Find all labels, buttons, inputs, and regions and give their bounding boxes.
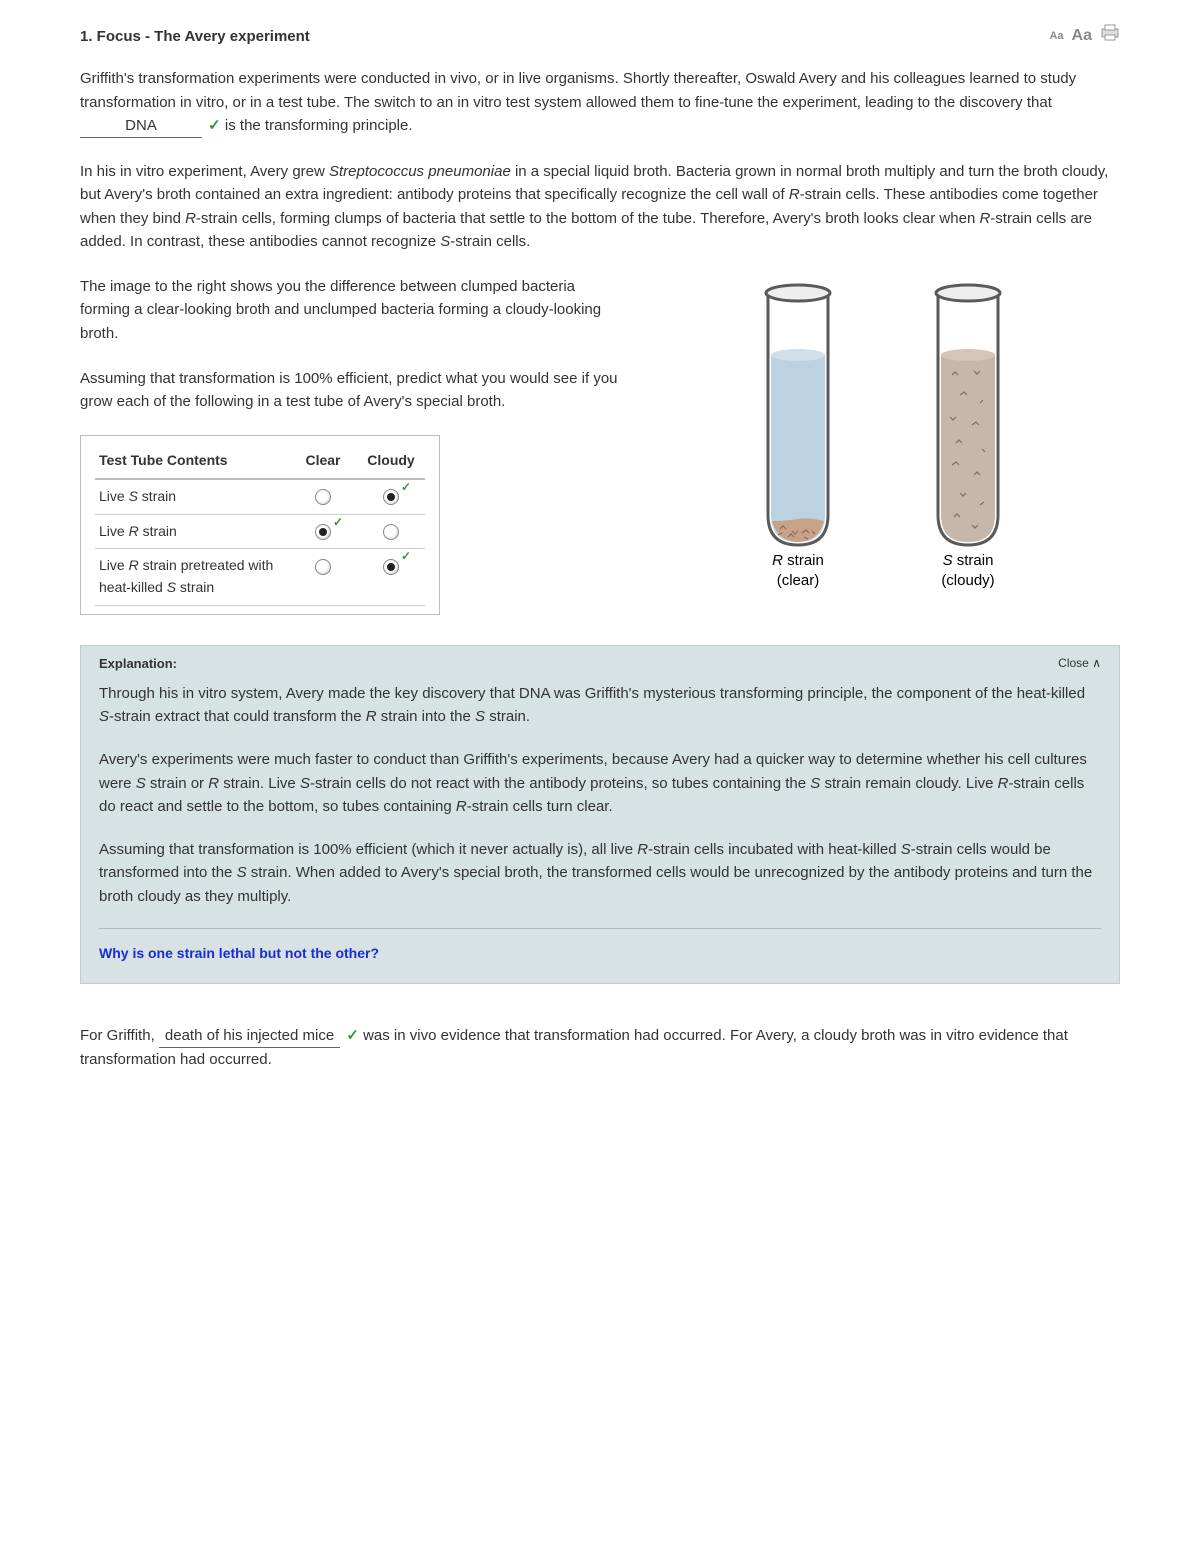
table-cell-label: Live R strain <box>95 514 289 549</box>
check-icon: ✓ <box>401 547 411 566</box>
radio-button[interactable] <box>315 559 331 575</box>
table-cell-radio: ✓ <box>357 479 425 514</box>
explanation-title: Explanation: <box>99 654 177 674</box>
explanation-panel: Explanation: Close ∧ Through his in vitr… <box>80 645 1120 984</box>
check-icon: ✓ <box>346 1024 359 1047</box>
radio-button[interactable] <box>315 489 331 505</box>
table-cell-radio <box>357 514 425 549</box>
explanation-p2: Avery's experiments were much faster to … <box>99 748 1101 818</box>
table-header-cloudy: Cloudy <box>357 446 425 479</box>
left-paragraph-2: Assuming that transformation is 100% eff… <box>80 367 625 414</box>
check-icon: ✓ <box>208 114 221 137</box>
check-icon: ✓ <box>401 478 411 497</box>
table-cell-radio <box>289 549 357 605</box>
table-cell-label: Live R strain pretreated with heat-kille… <box>95 549 289 605</box>
bottom-paragraph: For Griffith, death of his injected mice… <box>80 1024 1120 1072</box>
explanation-link[interactable]: Why is one strain lethal but not the oth… <box>99 943 1101 965</box>
left-paragraph-1: The image to the right shows you the dif… <box>80 275 625 345</box>
table-header-clear: Clear <box>289 446 357 479</box>
check-icon: ✓ <box>333 513 343 532</box>
intro-paragraph-2: In his in vitro experiment, Avery grew S… <box>80 160 1120 253</box>
table-cell-radio: ✓ <box>289 514 357 549</box>
blank-answer-2: death of his injected mice <box>159 1024 340 1048</box>
svg-text:R strain: R strain <box>772 552 824 569</box>
explanation-p1: Through his in vitro system, Avery made … <box>99 682 1101 729</box>
table-cell-radio <box>289 479 357 514</box>
explanation-p3: Assuming that transformation is 100% eff… <box>99 838 1101 908</box>
font-size-small-button[interactable]: Aa <box>1049 28 1063 45</box>
prediction-table: Test Tube Contents Clear Cloudy Live S s… <box>80 435 440 614</box>
table-header-contents: Test Tube Contents <box>95 446 289 479</box>
svg-text:S strain: S strain <box>942 552 993 569</box>
table-row: Live S strain ✓ <box>95 479 425 514</box>
test-tubes-diagram: R strain (clear) S strain (cloudy) <box>698 275 1078 595</box>
svg-text:(cloudy): (cloudy) <box>941 572 994 589</box>
toolbar: Aa Aa <box>1049 24 1120 49</box>
table-row: Live R strain ✓ <box>95 514 425 549</box>
svg-text:(clear): (clear) <box>776 572 819 589</box>
page-title: 1. Focus - The Avery experiment <box>80 25 310 48</box>
chevron-up-icon: ∧ <box>1092 656 1101 670</box>
radio-button[interactable] <box>383 524 399 540</box>
table-cell-radio: ✓ <box>357 549 425 605</box>
explanation-close-button[interactable]: Close ∧ <box>1058 654 1101 673</box>
radio-button[interactable] <box>383 559 399 575</box>
table-cell-label: Live S strain <box>95 479 289 514</box>
print-icon[interactable] <box>1100 24 1120 49</box>
font-size-large-button[interactable]: Aa <box>1072 24 1092 49</box>
radio-button[interactable] <box>383 489 399 505</box>
table-row: Live R strain pretreated with heat-kille… <box>95 549 425 605</box>
intro-paragraph-1: Griffith's transformation experiments we… <box>80 67 1120 138</box>
radio-button[interactable] <box>315 524 331 540</box>
blank-answer-1: DNA <box>80 114 202 138</box>
